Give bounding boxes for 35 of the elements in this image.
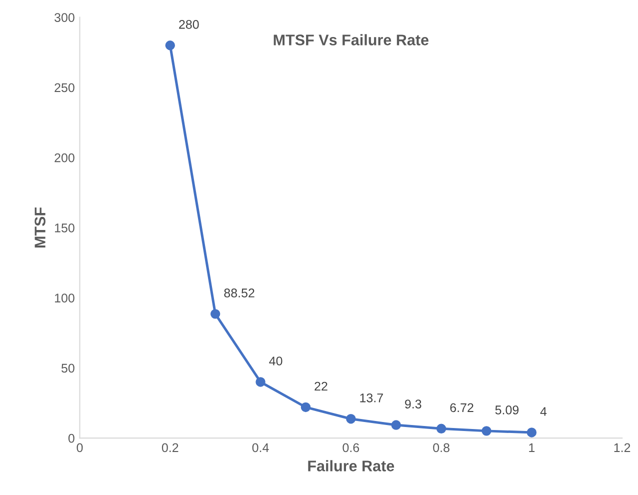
x-tick-label: 1.2	[614, 443, 630, 452]
data-label: 22	[314, 382, 328, 391]
x-tick-label: 0	[76, 443, 83, 452]
x-tick-label: 0.4	[252, 443, 269, 452]
data-label: 9.3	[405, 400, 422, 408]
data-label: 13.7	[360, 393, 383, 402]
y-tick-label: 0	[68, 434, 74, 443]
point	[346, 414, 356, 424]
x-tick-label: 0.8	[433, 443, 450, 452]
data-label: 280	[179, 20, 199, 29]
y-tick-label: 100	[54, 294, 74, 302]
data-label: 5.09	[495, 406, 519, 414]
data-label: 88.52	[224, 288, 254, 298]
data-label: 6.72	[450, 403, 474, 412]
x-tick-label: 1	[529, 443, 535, 452]
point	[300, 402, 311, 412]
data-label: 4	[540, 407, 547, 416]
y-tick-label: 200	[54, 153, 74, 162]
y-tick-label: 300	[54, 13, 74, 22]
x-tick-label: 0.6	[342, 443, 360, 452]
point	[165, 40, 175, 50]
point	[526, 428, 537, 438]
point	[210, 309, 220, 319]
y-axis-title: MTSF	[34, 207, 46, 248]
text: MTSF Vs Failure Rate	[274, 34, 428, 46]
y-tick-label: 50	[61, 364, 74, 373]
point	[256, 377, 266, 387]
x-axis-title: Failure Rate	[308, 460, 394, 472]
point	[436, 424, 446, 434]
point	[482, 426, 492, 436]
y-tick-label: 250	[54, 83, 74, 92]
point	[391, 420, 401, 430]
x-tick-label: 0.2	[162, 443, 178, 452]
y-tick-label: 150	[54, 224, 74, 232]
data-label: 40	[269, 356, 282, 366]
